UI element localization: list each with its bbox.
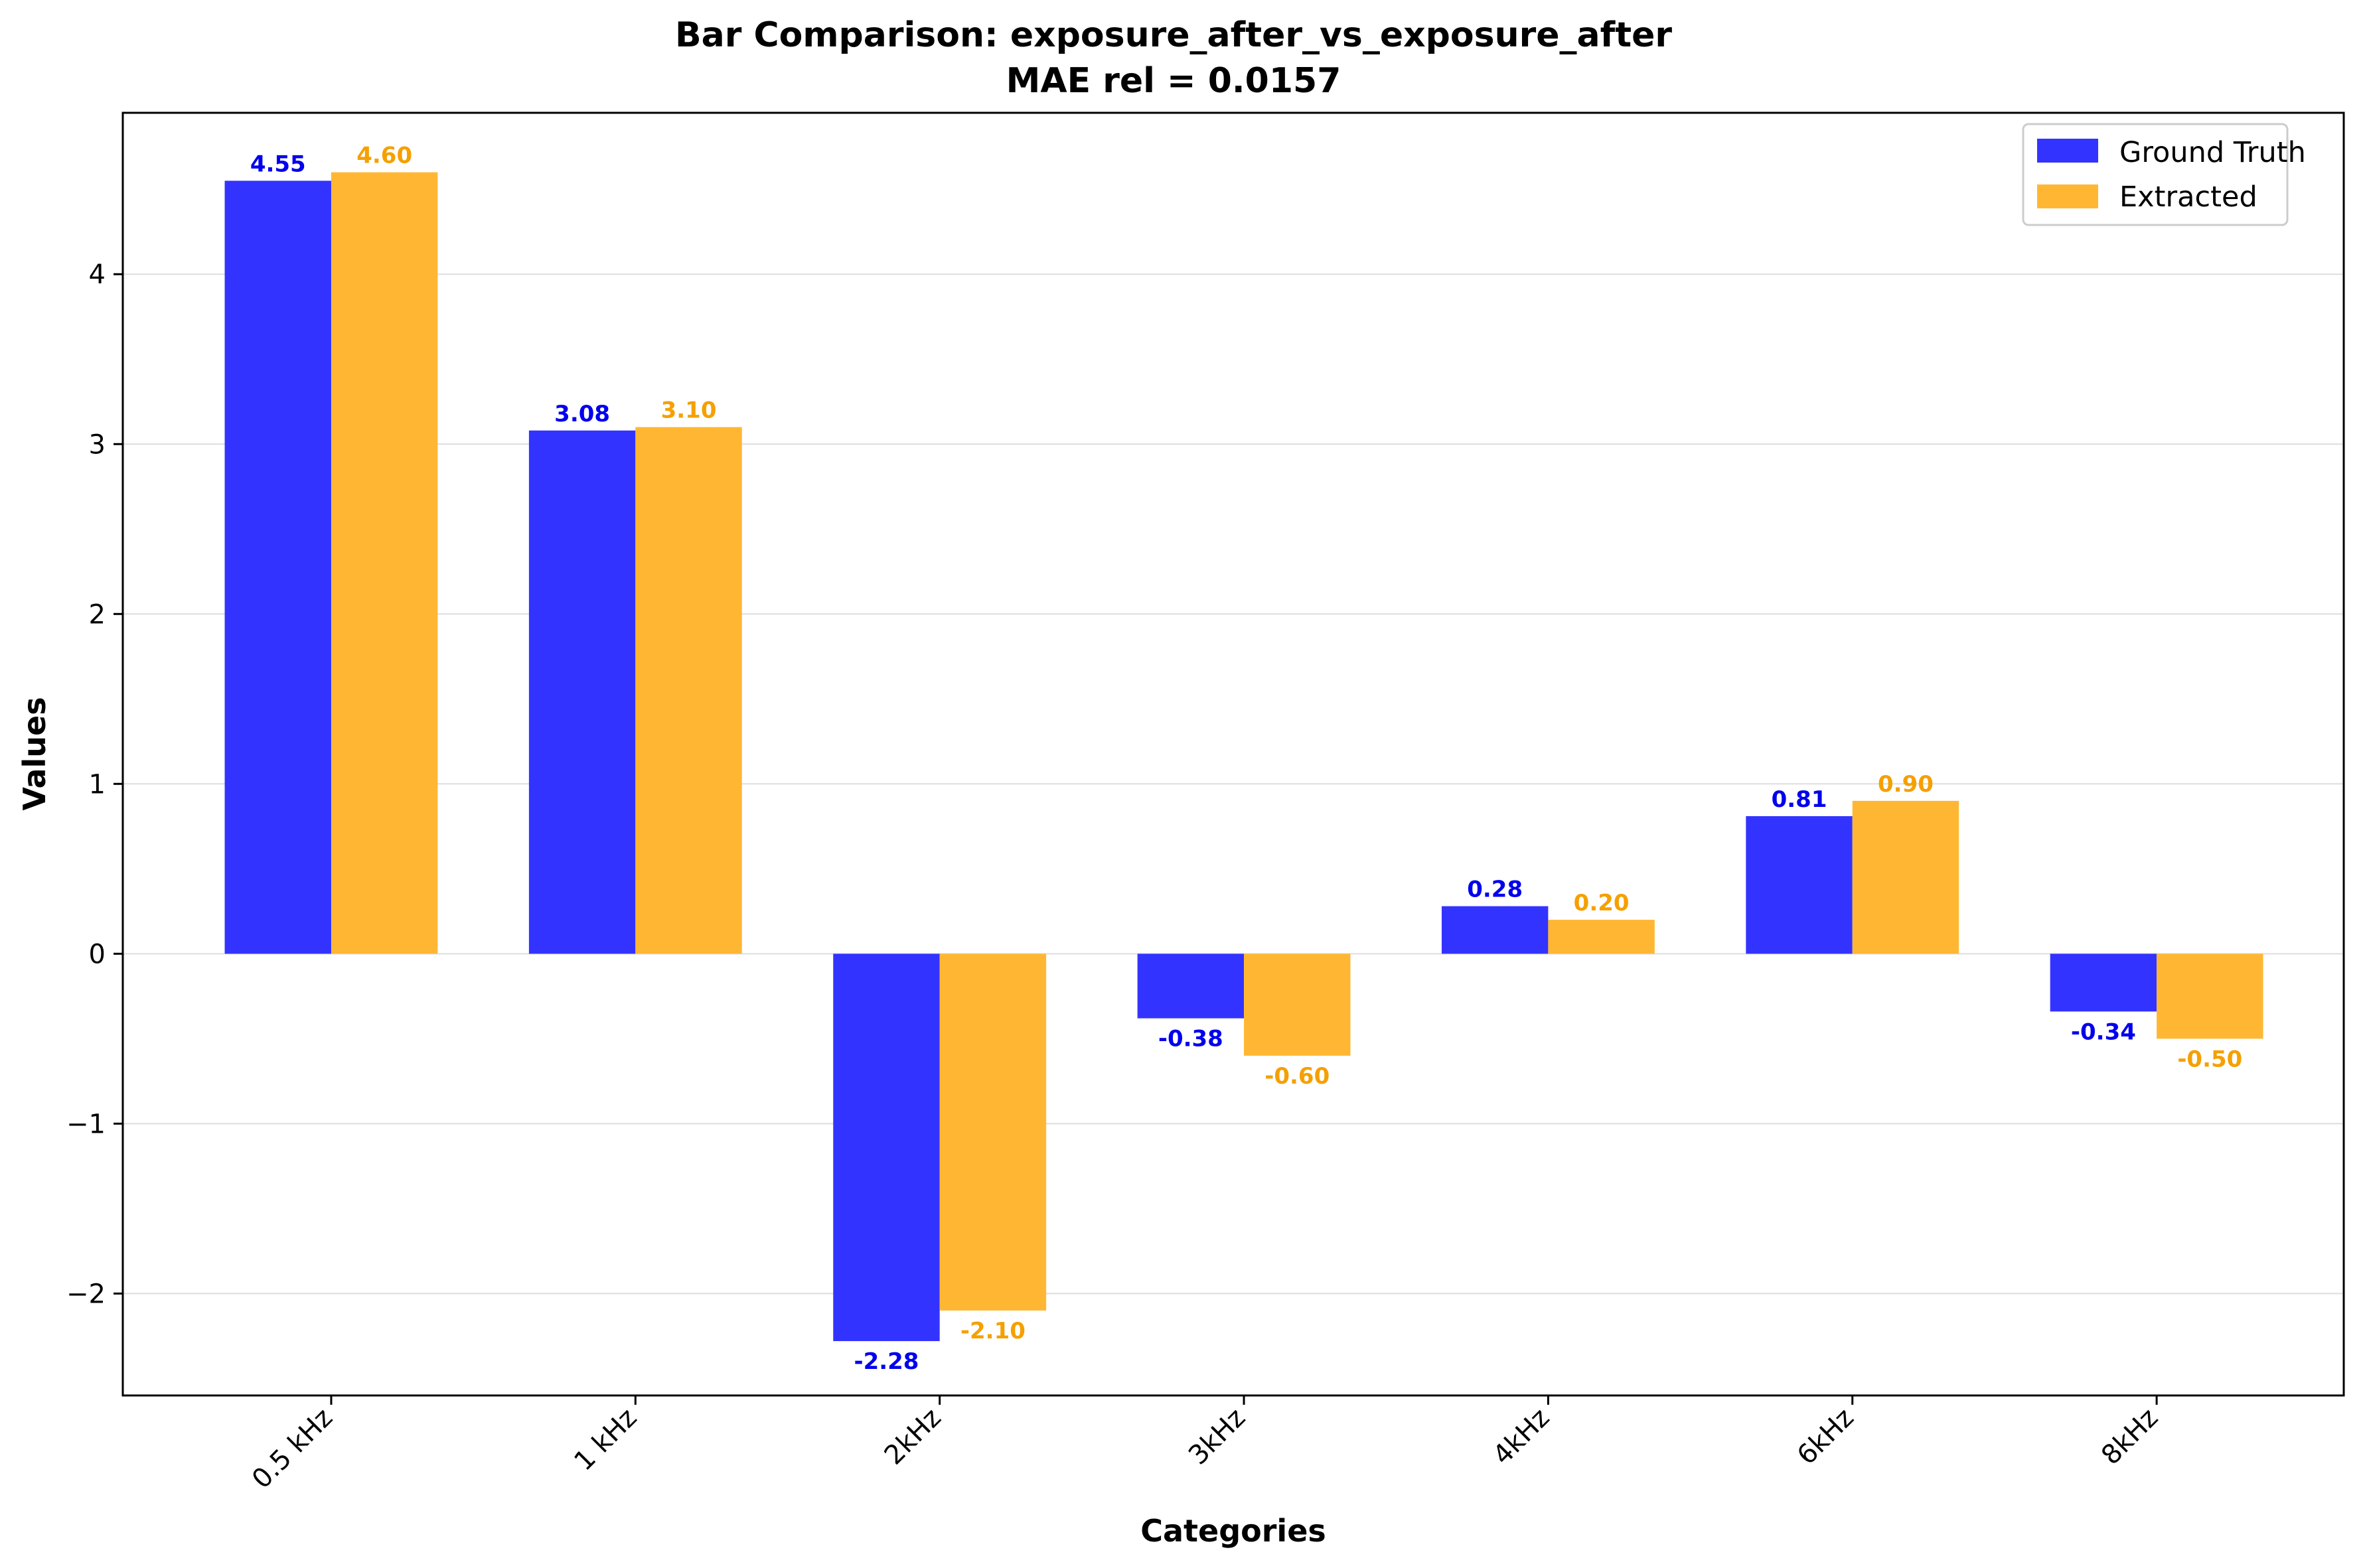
bars-group <box>224 172 2263 1342</box>
bar-ground-truth <box>833 954 940 1342</box>
bar-value-label: 0.90 <box>1878 771 1934 798</box>
bar-ground-truth <box>1441 906 1549 954</box>
legend-swatch-ground-truth <box>2037 139 2098 163</box>
bar-ground-truth <box>1746 816 1853 954</box>
legend-label-ground-truth: Ground Truth <box>2119 136 2306 169</box>
bar-extracted <box>1244 954 1351 1056</box>
bar-extracted <box>2157 954 2263 1039</box>
bar-extracted <box>331 172 438 954</box>
bar-value-label: -0.60 <box>1264 1063 1330 1090</box>
bar-labels-group: 4.55 4.60 3.08 3.10 -2.28 -2.10 -0.38 -0.60 0.28… <box>250 143 2243 1375</box>
y-tick-label: −2 <box>66 1279 106 1309</box>
y-axis-ticks: −2 −1 0 1 2 3 4 <box>66 259 123 1309</box>
bar-value-label: -2.28 <box>854 1348 919 1375</box>
chart-title: Bar Comparison: exposure_after_vs_exposu… <box>675 15 1672 55</box>
bar-value-label: -2.10 <box>960 1318 1026 1344</box>
bar-extracted <box>939 954 1047 1311</box>
bar-value-label: 4.55 <box>250 151 306 177</box>
bar-extracted <box>1548 920 1655 954</box>
bar-value-label: 3.10 <box>661 397 717 424</box>
bar-value-label: -0.38 <box>1158 1026 1223 1052</box>
y-tick-label: 1 <box>89 769 106 800</box>
bar-extracted <box>635 427 742 954</box>
plot-frame <box>121 111 2345 1397</box>
x-axis-label: Categories <box>1140 1513 1326 1549</box>
y-tick-label: 4 <box>89 259 106 290</box>
bar-ground-truth <box>528 430 636 954</box>
y-tick-label: 2 <box>89 599 106 630</box>
bar-value-label: -0.34 <box>2071 1019 2136 1045</box>
y-axis-label: Values <box>17 697 52 810</box>
legend-label-extracted: Extracted <box>2119 180 2257 214</box>
y-tick-label: −1 <box>66 1109 106 1139</box>
chart-subtitle: MAE rel = 0.0157 <box>1006 61 1341 101</box>
bar-extracted <box>1852 800 1959 954</box>
bar-value-label: 0.20 <box>1574 890 1630 916</box>
bar-value-label: -0.50 <box>2177 1046 2242 1072</box>
bar-ground-truth <box>224 180 331 954</box>
bar-value-label: 0.28 <box>1467 877 1523 903</box>
bar-value-label: 3.08 <box>554 401 610 427</box>
bar-ground-truth <box>2050 954 2157 1012</box>
bar-ground-truth <box>1137 954 1245 1019</box>
bar-value-label: 0.81 <box>1772 786 1827 813</box>
legend: Ground Truth Extracted <box>2022 123 2306 226</box>
y-tick-label: 3 <box>89 429 106 460</box>
y-tick-label: 0 <box>89 939 106 969</box>
legend-swatch-extracted <box>2037 184 2098 208</box>
bar-value-label: 4.60 <box>356 143 412 169</box>
